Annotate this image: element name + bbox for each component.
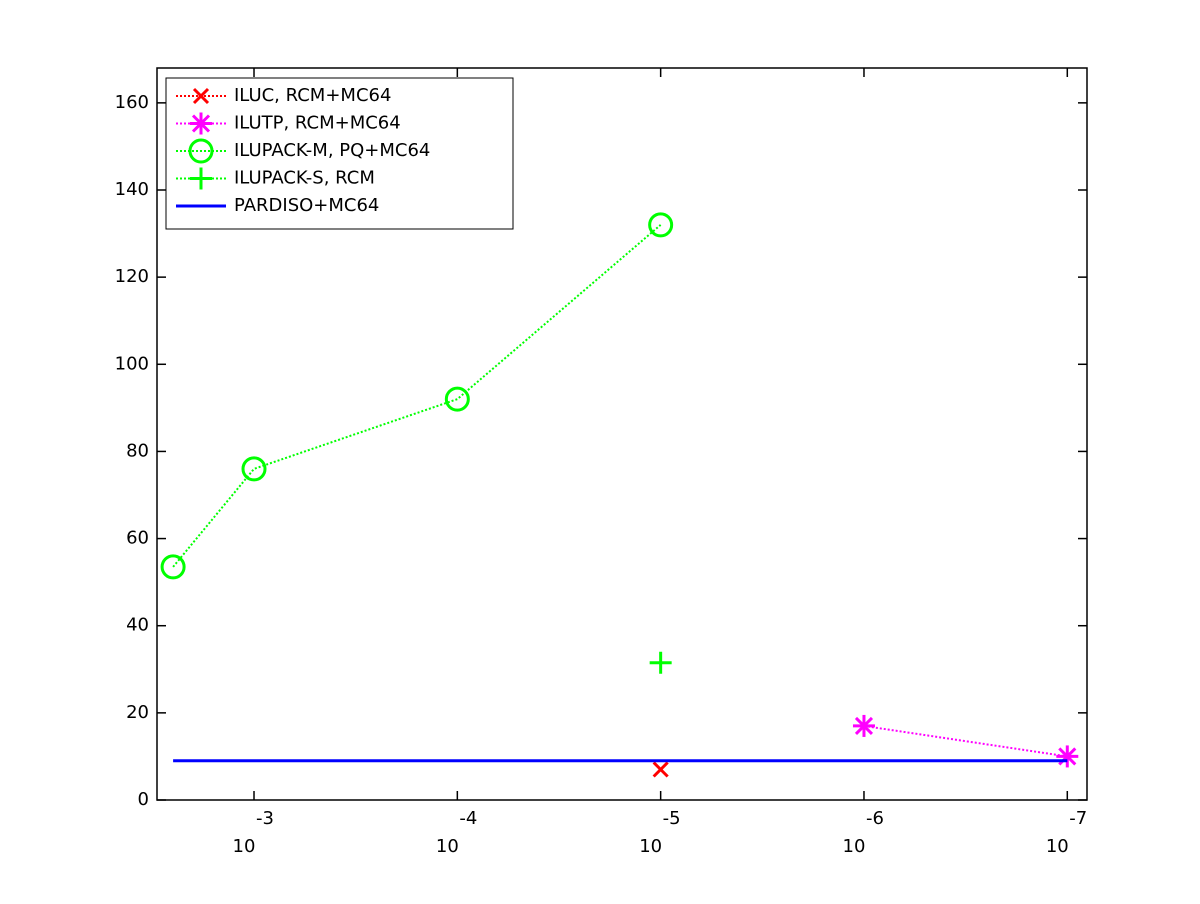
marker	[241, 456, 267, 482]
x-tick-exponent: -3	[256, 808, 274, 829]
marker	[652, 761, 669, 778]
marker-stroke	[652, 761, 669, 778]
legend-label: ILUTP, RCM+MC64	[234, 113, 401, 134]
x-tick-exponent: -4	[459, 808, 477, 829]
x-tick-label: 10	[233, 836, 256, 857]
legend-label: ILUC, RCM+MC64	[234, 85, 391, 106]
marker	[852, 714, 875, 737]
x-tick-label: 10	[843, 836, 866, 857]
marker	[192, 87, 210, 105]
x-tick-label: 10	[639, 836, 662, 857]
marker	[649, 651, 672, 674]
marker	[444, 386, 470, 412]
legend-box	[165, 77, 514, 230]
y-tick-label: 120	[115, 266, 149, 287]
marker	[190, 167, 212, 190]
y-tick-label: 0	[138, 789, 149, 810]
x-tick-exponent: -6	[866, 808, 884, 829]
legend-label: ILUPACK-S, RCM	[234, 168, 375, 189]
marker	[648, 212, 674, 238]
marker-circle	[444, 386, 470, 412]
marker	[190, 112, 212, 135]
y-tick-label: 60	[126, 528, 149, 549]
y-tick-label: 20	[126, 702, 149, 723]
x-tick-exponent: -5	[663, 808, 681, 829]
y-tick-label: 160	[115, 92, 149, 113]
y-tick-label: 80	[126, 440, 149, 461]
axes-box	[156, 67, 1088, 801]
x-tick-exponent: -7	[1069, 808, 1087, 829]
x-tick-label: 10	[1046, 836, 1069, 857]
marker-circle	[241, 456, 267, 482]
y-tick-label: 40	[126, 615, 149, 636]
marker	[160, 554, 186, 580]
y-tick-label: 140	[115, 179, 149, 200]
legend-label: ILUPACK-M, PQ+MC64	[234, 140, 430, 161]
marker-circle	[188, 138, 214, 164]
marker-circle	[160, 554, 186, 580]
marker-circle	[648, 212, 674, 238]
y-tick-label: 100	[115, 353, 149, 374]
marker-stroke	[192, 87, 210, 105]
marker	[188, 138, 214, 164]
legend-label: PARDISO+MC64	[234, 195, 379, 216]
marker	[1056, 745, 1079, 768]
x-tick-label: 10	[436, 836, 459, 857]
